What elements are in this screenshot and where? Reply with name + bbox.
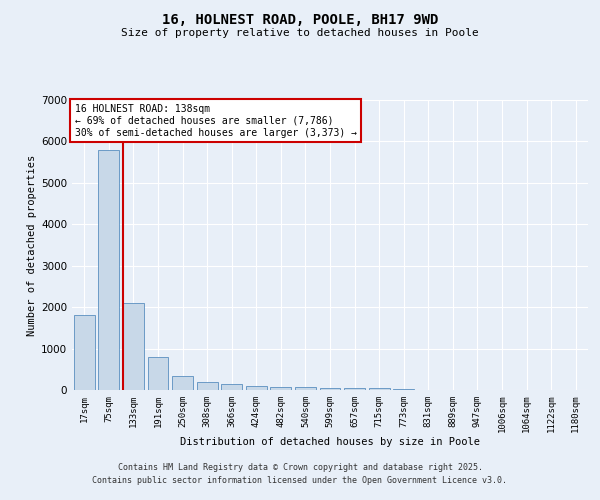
Bar [74,316,95,390]
Bar [246,386,267,390]
Y-axis label: Number of detached properties: Number of detached properties [27,154,37,336]
X-axis label: Distribution of detached houses by size in Poole: Distribution of detached houses by size … [180,436,480,446]
Text: Contains HM Land Registry data © Crown copyright and database right 2025.
Contai: Contains HM Land Registry data © Crown c… [92,464,508,485]
Text: 16, HOLNEST ROAD, POOLE, BH17 9WD: 16, HOLNEST ROAD, POOLE, BH17 9WD [162,12,438,26]
Bar [344,388,365,390]
Bar [393,389,414,390]
Text: 16 HOLNEST ROAD: 138sqm
← 69% of detached houses are smaller (7,786)
30% of semi: 16 HOLNEST ROAD: 138sqm ← 69% of detache… [74,104,356,138]
Bar [221,384,242,390]
Bar [271,386,292,390]
Bar [148,357,169,390]
Bar [197,382,218,390]
Bar [320,388,340,390]
Bar [368,388,389,390]
Bar [172,376,193,390]
Bar [98,150,119,390]
Bar [123,303,144,390]
Text: Size of property relative to detached houses in Poole: Size of property relative to detached ho… [121,28,479,38]
Bar [295,387,316,390]
